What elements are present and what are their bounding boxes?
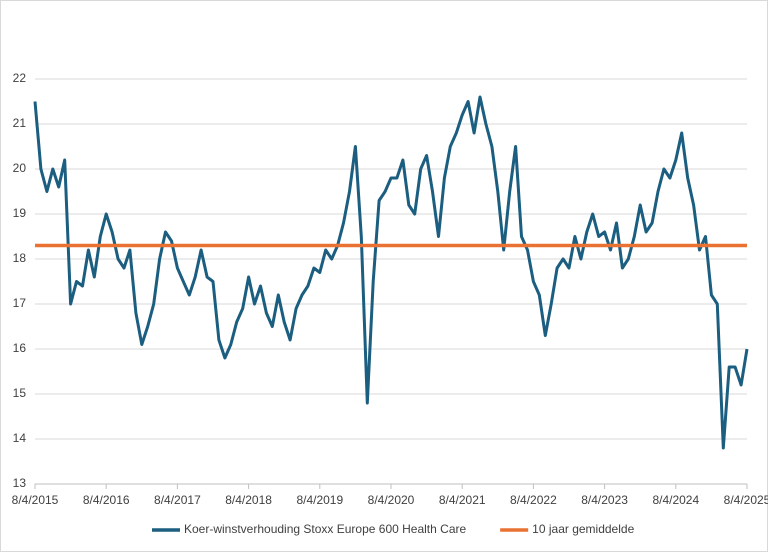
y-tick-label: 19 — [13, 206, 27, 220]
x-tick-label: 8/4/2023 — [581, 493, 628, 507]
y-tick-label: 17 — [13, 296, 27, 310]
y-tick-label: 20 — [13, 161, 27, 175]
y-tick-label: 16 — [13, 341, 27, 355]
x-tick-label: 8/4/2025 — [724, 493, 768, 507]
x-tick-label: 8/4/2020 — [368, 493, 415, 507]
y-tick-label: 22 — [13, 71, 27, 85]
x-tick-label: 8/4/2015 — [12, 493, 59, 507]
x-tick-label: 8/4/2017 — [154, 493, 201, 507]
x-tick-label: 8/4/2018 — [225, 493, 272, 507]
legend-label: Koer-winstverhouding Stoxx Europe 600 He… — [184, 522, 466, 536]
y-tick-label: 15 — [13, 386, 27, 400]
line-series — [33, 95, 749, 450]
x-tick-label: 8/4/2022 — [510, 493, 557, 507]
legend-label: 10 jaar gemiddelde — [532, 522, 634, 536]
x-tick-label: 8/4/2021 — [439, 493, 486, 507]
x-tick-label: 8/4/2024 — [652, 493, 699, 507]
y-tick-label: 18 — [13, 251, 27, 265]
y-tick-label: 21 — [13, 116, 27, 130]
x-tick-label: 8/4/2016 — [83, 493, 130, 507]
y-tick-label: 13 — [13, 476, 27, 490]
x-tick-label: 8/4/2019 — [296, 493, 343, 507]
y-tick-label: 14 — [13, 431, 27, 445]
